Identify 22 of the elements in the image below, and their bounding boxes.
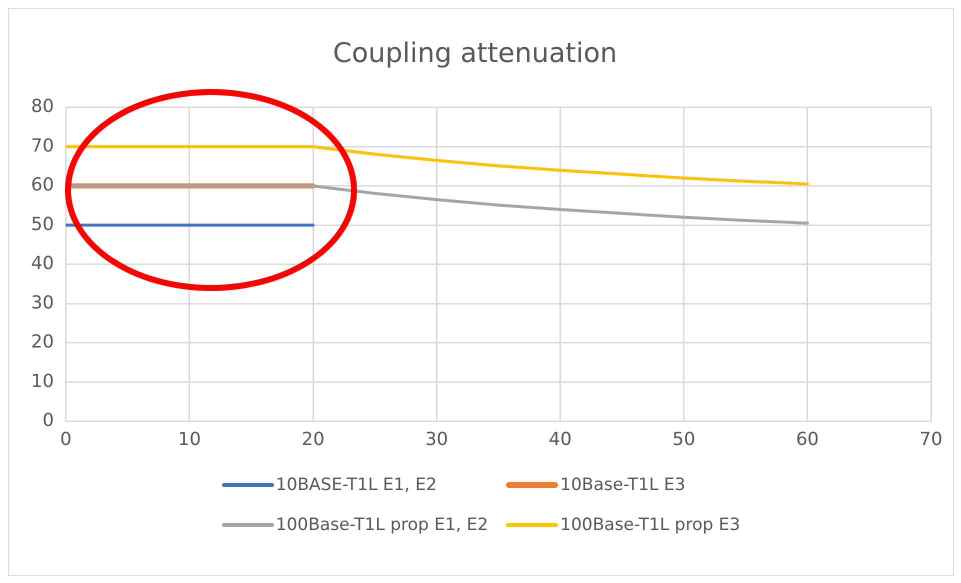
y-tick-label: 70 <box>31 135 54 156</box>
x-tick-label: 10 <box>178 428 201 450</box>
x-tick-label: 70 <box>920 428 942 450</box>
y-tick-label: 0 <box>42 410 54 432</box>
y-tick-label: 60 <box>31 174 54 196</box>
x-tick-label: 50 <box>672 428 696 450</box>
legend-label: 100Base-T1L prop E3 <box>560 515 740 535</box>
legend-label: 10BASE-T1L E1, E2 <box>276 475 437 495</box>
x-tick-label: 60 <box>796 428 819 450</box>
y-tick-label: 20 <box>31 332 54 353</box>
y-tick-label: 50 <box>31 214 54 235</box>
chart-title: Coupling attenuation <box>332 38 618 70</box>
x-tick-label: 40 <box>548 428 572 450</box>
x-tick-label: 20 <box>302 428 325 450</box>
legend-label: 100Base-T1L prop E1, E2 <box>276 515 488 535</box>
y-tick-label: 40 <box>31 253 54 274</box>
legend-label: 10Base-T1L E3 <box>560 475 686 495</box>
x-tick-label: 30 <box>425 428 448 450</box>
x-tick-label: 0 <box>60 428 72 450</box>
y-tick-label: 10 <box>31 370 54 392</box>
y-tick-label: 30 <box>31 292 54 314</box>
y-tick-label: 80 <box>31 96 54 118</box>
